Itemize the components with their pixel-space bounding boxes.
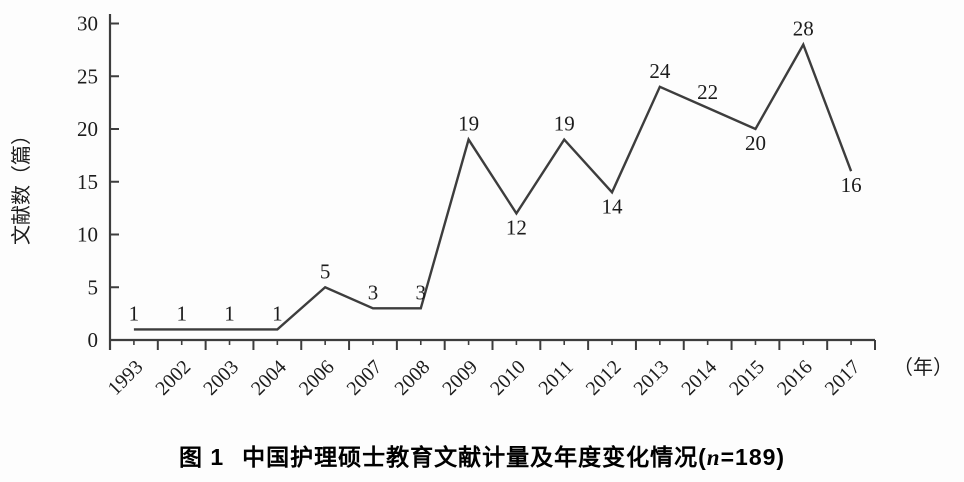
y-tick-label: 30: [77, 12, 98, 36]
series-line: [133, 41, 853, 331]
data-point-label: 12: [506, 215, 527, 239]
x-tick-label: 2016: [773, 356, 817, 400]
y-axis-ticks: [110, 22, 119, 341]
figure-title-text: 中国护理硕士教育文献计量及年度变化情况(: [242, 444, 707, 470]
y-tick-label: 10: [77, 223, 98, 247]
axes: [108, 14, 875, 350]
data-point-label: 14: [602, 194, 624, 218]
data-point-label: 3: [416, 280, 427, 304]
data-point-label: 1: [129, 301, 140, 325]
x-axis-tick-labels: 1993 2002 2003 2004 2006 2007 2008 2009 2010 2011…: [104, 356, 865, 400]
x-tick-label: 2011: [534, 356, 577, 399]
data-point-label: 16: [841, 173, 862, 197]
data-point-label: 28: [793, 17, 814, 41]
x-tick-label: 2008: [390, 356, 434, 400]
sample-size-variable: n: [706, 445, 721, 470]
x-tick-label: 2002: [151, 356, 195, 400]
figure-number: 图 1: [178, 444, 225, 470]
y-tick-label: 25: [77, 64, 98, 88]
figure-caption: 图 1 中国护理硕士教育文献计量及年度变化情况(n=189): [0, 438, 964, 472]
data-point-label: 3: [368, 280, 379, 304]
data-point-label: 1: [272, 301, 283, 325]
data-line: [133, 41, 853, 331]
y-tick-label: 5: [88, 275, 99, 299]
x-tick-label: 2009: [438, 356, 482, 400]
x-tick-label: 2017: [821, 356, 865, 400]
x-tick-label: 2012: [582, 356, 626, 400]
x-tick-label: 2014: [677, 356, 721, 400]
y-tick-label: 20: [77, 117, 98, 141]
y-axis-tick-labels: 0 5 10 15 20 25 30: [77, 12, 98, 353]
data-point-label: 5: [320, 259, 331, 283]
x-axis-ticks: [109, 340, 876, 350]
y-axis-title: 文献数（篇）: [10, 125, 33, 245]
x-tick-label: 2003: [199, 356, 243, 400]
data-point-label: 22: [697, 80, 718, 104]
y-tick-label: 0: [88, 328, 99, 352]
x-tick-label: 2007: [343, 356, 387, 400]
data-point-label: 24: [649, 59, 671, 83]
axis-titles: 文献数（篇） （年）: [10, 125, 953, 379]
data-point-label: 19: [458, 112, 479, 136]
y-tick-label: 15: [77, 170, 98, 194]
data-point-label: 1: [224, 301, 235, 325]
data-point-label: 19: [554, 112, 575, 136]
x-tick-label: 2013: [630, 356, 674, 400]
x-axis-unit-label: （年）: [893, 356, 953, 379]
x-tick-label: 2006: [295, 356, 339, 400]
x-tick-label: 1993: [104, 356, 148, 400]
line-chart: 1 1 1 1 5 3 3 19 12 19 14 24 22 20 28 16 1993 2002 2003 20…: [10, 12, 953, 400]
data-point-labels: 1 1 1 1 5 3 3 19 12 19 14 24 22 20 28 16: [129, 17, 862, 326]
x-tick-label: 2004: [247, 356, 291, 400]
x-tick-label: 2010: [486, 356, 530, 400]
x-tick-label: 2015: [725, 356, 769, 400]
sample-size-value: =189): [720, 444, 786, 470]
data-point-label: 1: [176, 301, 187, 325]
data-point-label: 20: [745, 131, 766, 155]
